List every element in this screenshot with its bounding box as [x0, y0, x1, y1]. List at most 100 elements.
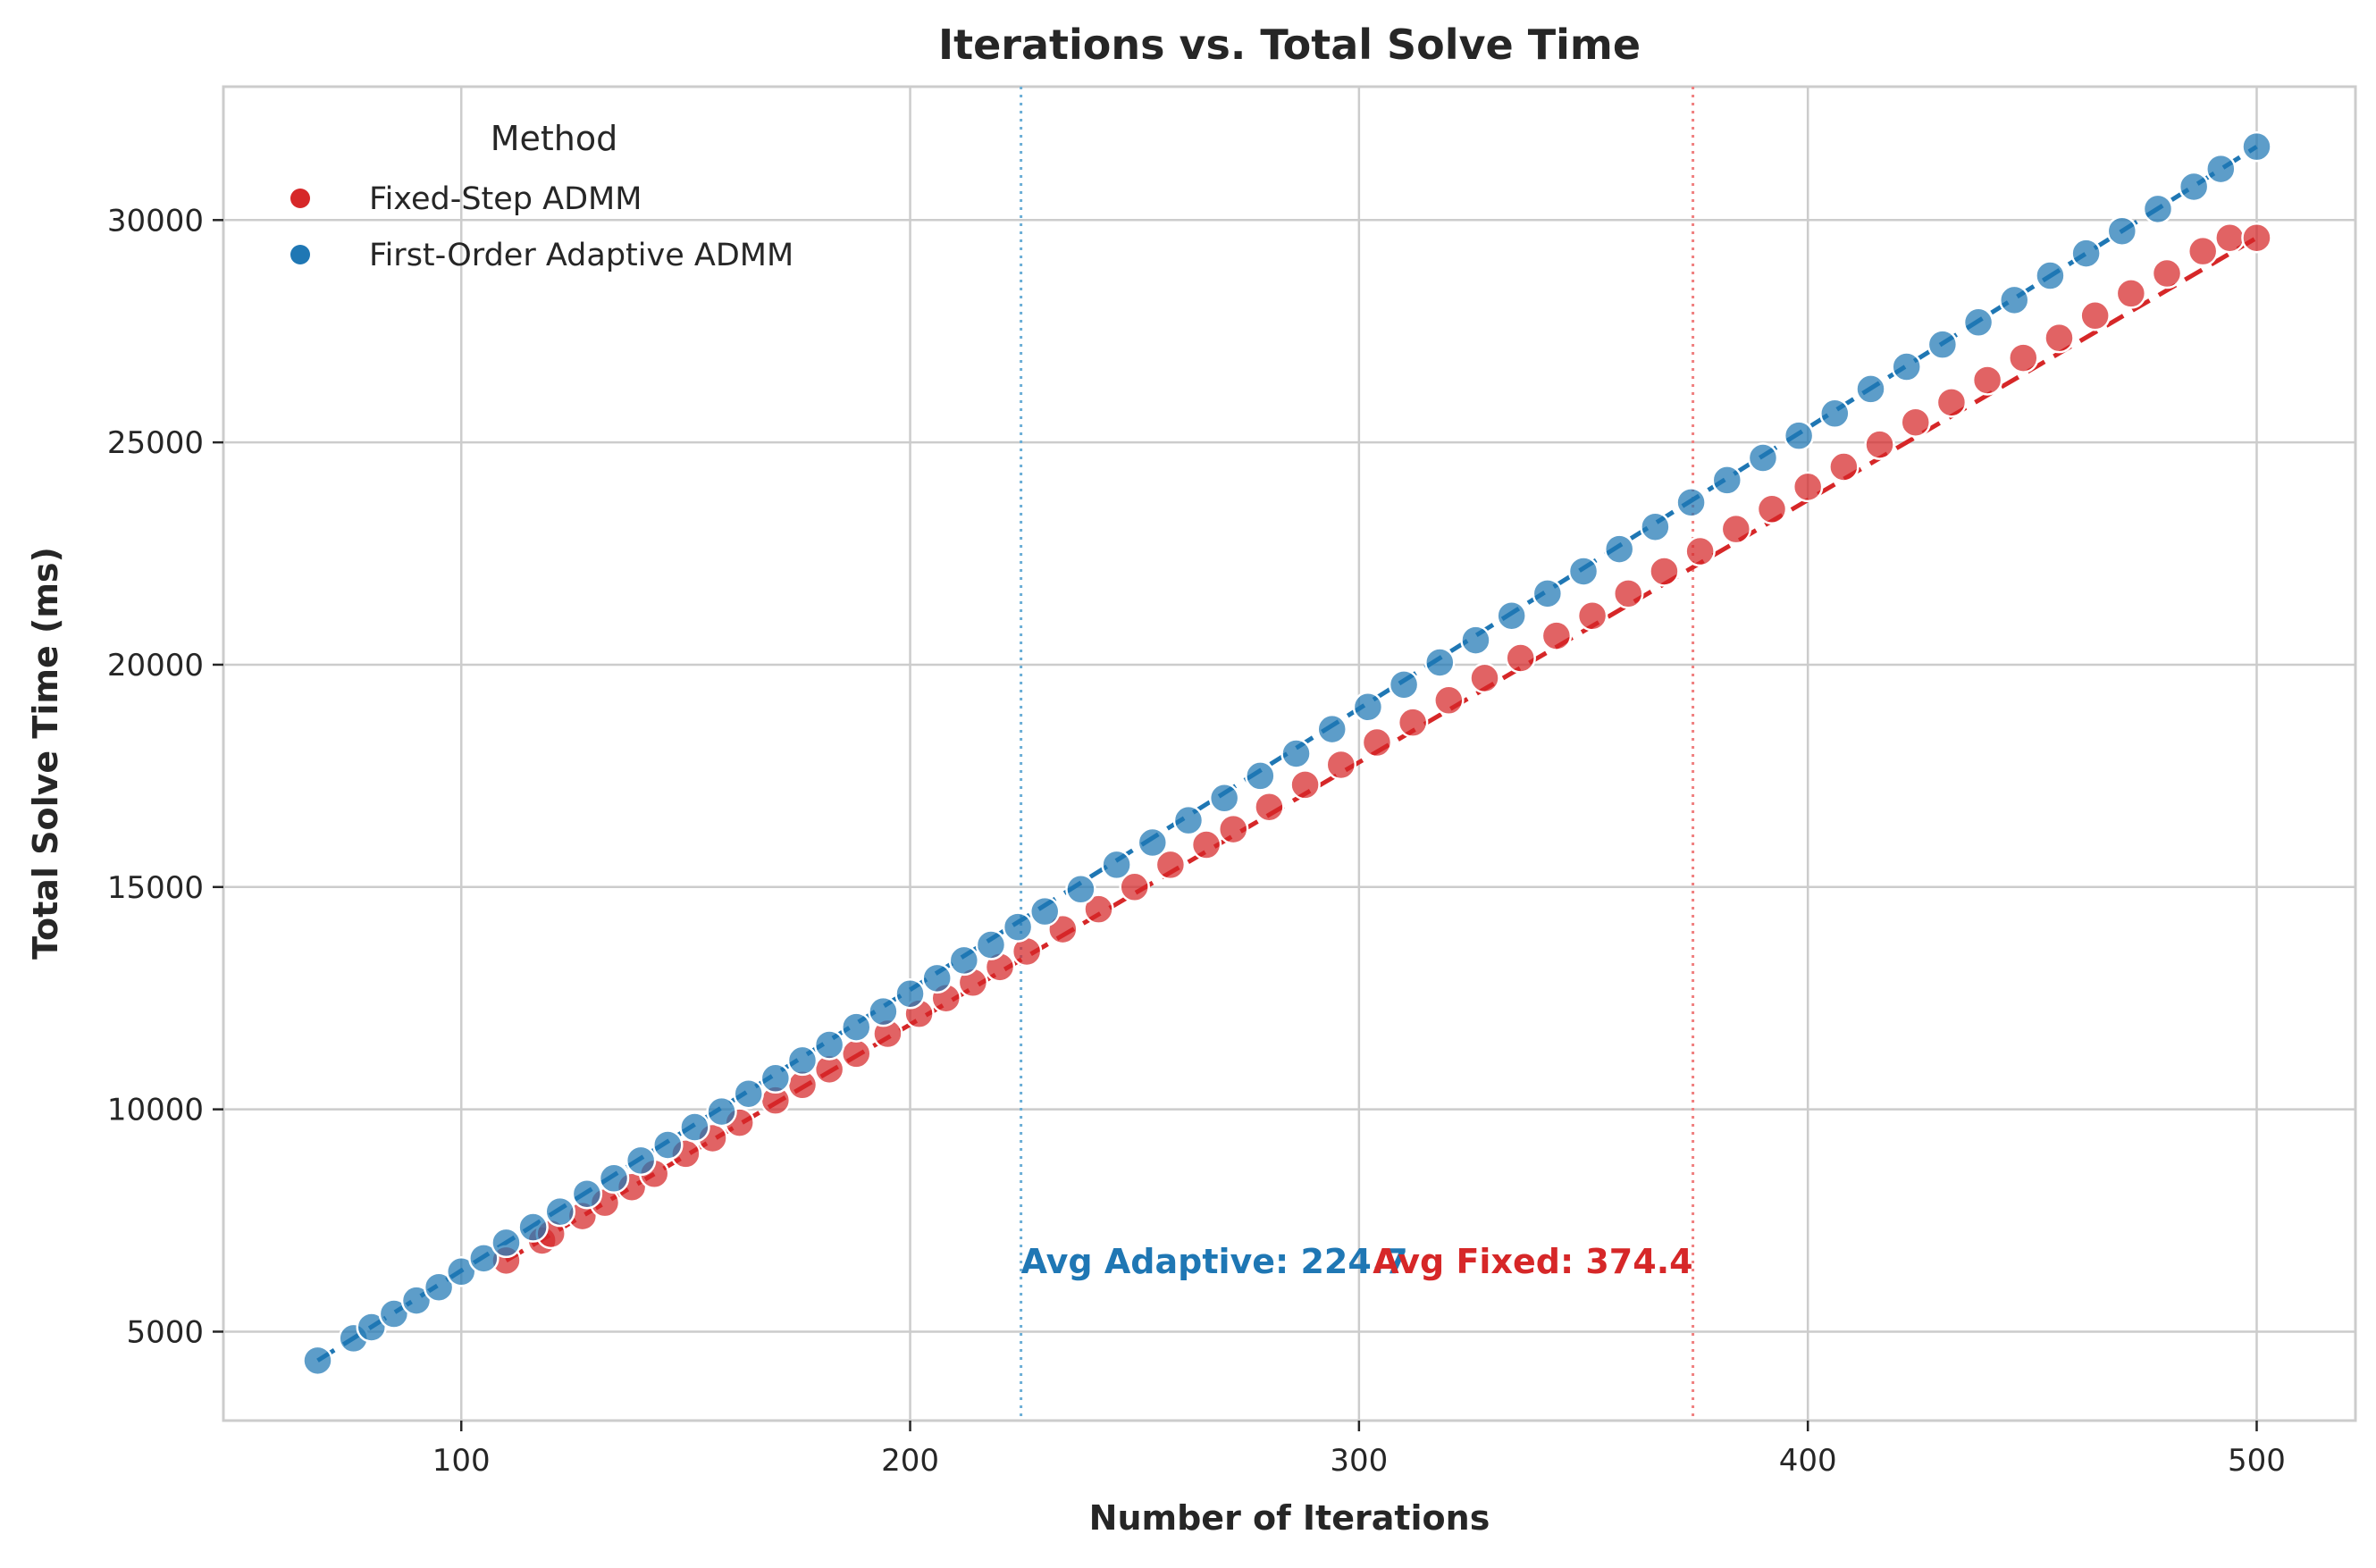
y-tick-label: 5000 [126, 1314, 204, 1350]
data-point-adaptive [1280, 738, 1312, 769]
data-point-fixed [2214, 222, 2246, 254]
data-point-fixed [1720, 513, 1752, 545]
data-point-adaptive [2070, 238, 2102, 269]
x-tick-label: 400 [1779, 1443, 1837, 1479]
data-point-adaptive [1711, 465, 1743, 496]
data-point-fixed [2115, 278, 2147, 309]
plot-frame [222, 85, 2357, 1422]
data-point-adaptive [813, 1029, 845, 1061]
data-point-adaptive [868, 995, 899, 1027]
data-point-adaptive [2205, 153, 2237, 185]
data-point-fixed [1217, 813, 1249, 845]
y-tick-label: 30000 [107, 203, 204, 239]
data-point-fixed [1935, 387, 1968, 418]
data-point-adaptive [544, 1195, 575, 1228]
data-point-adaptive [652, 1129, 684, 1161]
data-point-adaptive [1352, 691, 1384, 723]
data-point-fixed [1397, 707, 1429, 738]
data-point-adaptive [468, 1243, 500, 1274]
data-point-adaptive [679, 1111, 710, 1143]
x-tick-label: 500 [2228, 1443, 2286, 1479]
data-point-adaptive [786, 1044, 819, 1077]
data-point-fixed [2008, 342, 2039, 373]
data-point-adaptive [1640, 511, 1671, 542]
data-point-fixed [1190, 829, 1222, 860]
data-point-adaptive [894, 977, 926, 1010]
data-point-adaptive [1208, 783, 1240, 814]
data-point-adaptive [1172, 804, 1205, 836]
data-point-adaptive [1496, 600, 1527, 632]
legend: Method Fixed-Step ADMM First-Order Adapt… [290, 119, 793, 273]
data-point-adaptive [841, 1011, 872, 1043]
data-point-adaptive [302, 1345, 333, 1377]
y-tick-label: 25000 [107, 425, 204, 461]
data-point-adaptive [1388, 669, 1420, 700]
data-point-fixed [2044, 322, 2075, 354]
data-point-adaptive [1998, 284, 2030, 316]
legend-label-adaptive: First-Order Adaptive ADMM [369, 238, 793, 273]
chart-title: Iterations vs. Total Solve Time [938, 21, 1641, 69]
data-point-fixed [1900, 407, 1931, 438]
data-point-adaptive [1927, 329, 1959, 360]
data-point-adaptive [400, 1285, 432, 1316]
average-label-1: Avg Fixed: 374.4 [1373, 1242, 1692, 1281]
data-point-adaptive [1855, 373, 1886, 405]
data-point-adaptive [517, 1212, 549, 1243]
data-point-adaptive [1316, 713, 1348, 745]
data-point-fixed [1083, 893, 1114, 925]
data-point-adaptive [625, 1145, 657, 1177]
data-point-adaptive [975, 929, 1007, 960]
data-point-fixed [1433, 684, 1465, 717]
data-point-adaptive [2241, 130, 2272, 163]
data-point-fixed [1469, 662, 1500, 694]
data-points [302, 130, 2272, 1377]
grid [223, 87, 2355, 1421]
data-point-fixed [1154, 849, 1187, 881]
data-point-fixed [1971, 365, 2003, 396]
data-point-fixed [1649, 556, 1680, 587]
data-point-fixed [1792, 471, 1824, 503]
data-point-fixed [1828, 451, 1860, 482]
data-point-adaptive [423, 1271, 455, 1303]
data-point-adaptive [1028, 895, 1061, 927]
data-point-fixed [1325, 749, 1357, 781]
average-lines [1020, 87, 1695, 1421]
data-point-fixed [2079, 300, 2111, 331]
y-tick-label: 20000 [107, 648, 204, 683]
data-point-adaptive [2106, 215, 2138, 247]
data-point-adaptive [378, 1298, 410, 1329]
data-point-fixed [1361, 726, 1393, 759]
data-point-adaptive [445, 1256, 477, 1287]
x-axis-title: Number of Iterations [1089, 1498, 1490, 1538]
data-point-fixed [841, 1038, 872, 1069]
data-point-fixed [2187, 235, 2219, 267]
data-point-adaptive [571, 1178, 603, 1210]
data-point-adaptive [356, 1312, 388, 1343]
data-point-adaptive [1002, 911, 1034, 943]
data-point-adaptive [2142, 193, 2174, 225]
data-point-adaptive [1245, 760, 1276, 792]
x-tick-label: 100 [432, 1443, 491, 1479]
data-point-adaptive [491, 1227, 522, 1259]
data-point-fixed [2151, 257, 2183, 289]
data-point-adaptive [598, 1162, 630, 1195]
average-label-0: Avg Adaptive: 224.7 [1021, 1242, 1408, 1281]
data-point-adaptive [1675, 487, 1707, 518]
data-point-adaptive [1783, 420, 1815, 451]
data-point-adaptive [1460, 625, 1491, 656]
data-point-adaptive [1891, 351, 1922, 382]
data-point-adaptive [948, 944, 980, 977]
data-point-adaptive [733, 1077, 764, 1110]
data-point-adaptive [1603, 533, 1635, 565]
data-point-adaptive [1065, 874, 1096, 905]
data-point-adaptive [1101, 849, 1132, 881]
data-point-fixed [1756, 493, 1788, 525]
data-point-fixed [1541, 620, 1573, 651]
data-point-fixed [1505, 642, 1536, 674]
legend-title: Method [491, 119, 618, 158]
data-point-adaptive [1532, 578, 1564, 609]
data-point-fixed [1576, 600, 1608, 632]
data-point-fixed [1864, 429, 1895, 460]
